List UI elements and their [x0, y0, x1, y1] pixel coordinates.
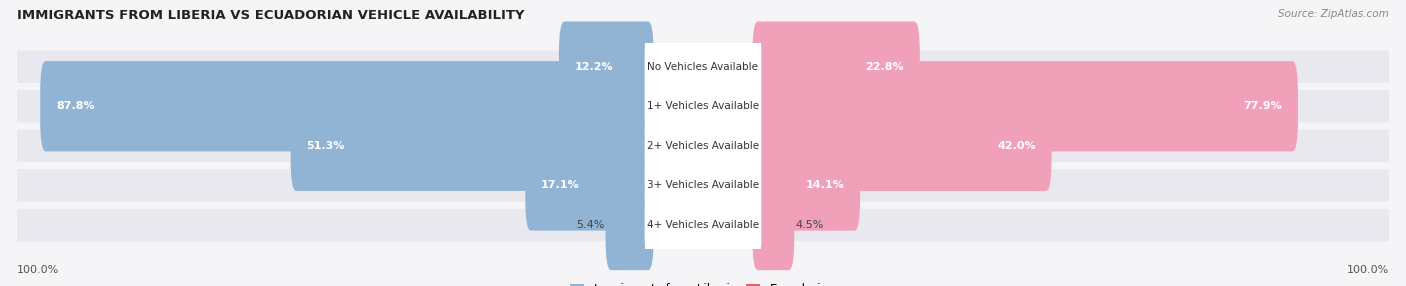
- FancyBboxPatch shape: [17, 90, 1389, 122]
- FancyBboxPatch shape: [17, 209, 1389, 241]
- Text: 17.1%: 17.1%: [541, 180, 579, 190]
- Text: 22.8%: 22.8%: [866, 62, 904, 72]
- Legend: Immigrants from Liberia, Ecuadorian: Immigrants from Liberia, Ecuadorian: [565, 278, 841, 286]
- FancyBboxPatch shape: [645, 113, 761, 179]
- Text: 51.3%: 51.3%: [307, 141, 344, 151]
- Text: 77.9%: 77.9%: [1243, 101, 1282, 111]
- Text: 100.0%: 100.0%: [17, 265, 59, 275]
- Text: IMMIGRANTS FROM LIBERIA VS ECUADORIAN VEHICLE AVAILABILITY: IMMIGRANTS FROM LIBERIA VS ECUADORIAN VE…: [17, 9, 524, 21]
- Text: 1+ Vehicles Available: 1+ Vehicles Available: [647, 101, 759, 111]
- FancyBboxPatch shape: [526, 140, 654, 231]
- Text: 4+ Vehicles Available: 4+ Vehicles Available: [647, 220, 759, 230]
- FancyBboxPatch shape: [752, 101, 1052, 191]
- FancyBboxPatch shape: [645, 33, 761, 100]
- Text: 12.2%: 12.2%: [575, 62, 613, 72]
- Text: No Vehicles Available: No Vehicles Available: [648, 62, 758, 72]
- FancyBboxPatch shape: [560, 21, 654, 112]
- FancyBboxPatch shape: [17, 50, 1389, 83]
- Text: 87.8%: 87.8%: [56, 101, 94, 111]
- FancyBboxPatch shape: [752, 21, 920, 112]
- Text: 2+ Vehicles Available: 2+ Vehicles Available: [647, 141, 759, 151]
- Text: 5.4%: 5.4%: [576, 220, 605, 230]
- Text: 4.5%: 4.5%: [796, 220, 824, 230]
- Text: 100.0%: 100.0%: [1347, 265, 1389, 275]
- Text: 14.1%: 14.1%: [806, 180, 845, 190]
- FancyBboxPatch shape: [752, 140, 860, 231]
- FancyBboxPatch shape: [17, 130, 1389, 162]
- FancyBboxPatch shape: [606, 180, 654, 270]
- FancyBboxPatch shape: [645, 192, 761, 258]
- FancyBboxPatch shape: [41, 61, 654, 151]
- FancyBboxPatch shape: [291, 101, 654, 191]
- FancyBboxPatch shape: [17, 169, 1389, 202]
- FancyBboxPatch shape: [645, 152, 761, 219]
- FancyBboxPatch shape: [645, 73, 761, 140]
- Text: Source: ZipAtlas.com: Source: ZipAtlas.com: [1278, 9, 1389, 19]
- Text: 42.0%: 42.0%: [997, 141, 1036, 151]
- FancyBboxPatch shape: [752, 180, 794, 270]
- Text: 3+ Vehicles Available: 3+ Vehicles Available: [647, 180, 759, 190]
- FancyBboxPatch shape: [752, 61, 1298, 151]
